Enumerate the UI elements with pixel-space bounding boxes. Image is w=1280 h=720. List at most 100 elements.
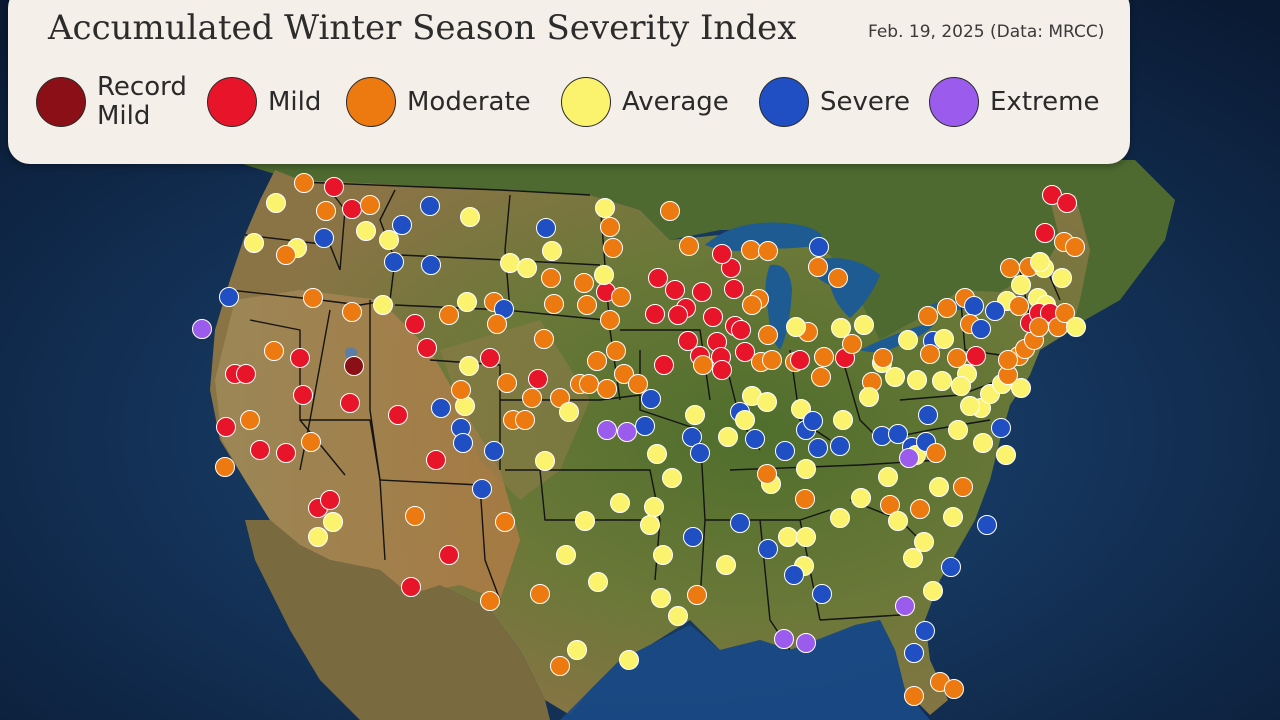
station-marker-average xyxy=(556,545,576,565)
station-marker-average xyxy=(831,318,851,338)
station-marker-moderate xyxy=(522,388,542,408)
station-marker-moderate xyxy=(405,506,425,526)
station-marker-average xyxy=(685,405,705,425)
station-marker-average xyxy=(778,527,798,547)
station-marker-severe xyxy=(392,215,412,235)
station-marker-average xyxy=(948,420,968,440)
gulf-of-mexico xyxy=(560,620,930,720)
map-date-source: Feb. 19, 2025 (Data: MRCC) xyxy=(868,22,1105,42)
station-marker-mild xyxy=(528,369,548,389)
station-marker-extreme xyxy=(617,422,637,442)
station-marker-severe xyxy=(915,621,935,641)
station-marker-average xyxy=(542,241,562,261)
station-marker-severe xyxy=(758,539,778,559)
station-marker-moderate xyxy=(614,364,634,384)
station-marker-record-mild xyxy=(344,356,364,376)
legend-label-average: Average xyxy=(622,86,729,117)
station-marker-average xyxy=(500,253,520,273)
station-marker-severe xyxy=(941,557,961,577)
station-marker-mild xyxy=(712,360,732,380)
station-marker-moderate xyxy=(758,241,778,261)
station-marker-moderate xyxy=(497,373,517,393)
station-marker-extreme xyxy=(774,629,794,649)
station-marker-moderate xyxy=(530,584,550,604)
station-marker-mild xyxy=(678,331,698,351)
station-marker-mild xyxy=(439,545,459,565)
station-marker-moderate xyxy=(451,380,471,400)
station-marker-mild xyxy=(724,279,744,299)
station-marker-extreme xyxy=(796,633,816,653)
station-marker-average xyxy=(929,477,949,497)
station-marker-moderate xyxy=(953,477,973,497)
station-marker-severe xyxy=(888,424,908,444)
station-marker-moderate xyxy=(303,288,323,308)
station-marker-moderate xyxy=(611,287,631,307)
western-arid-region xyxy=(215,290,520,600)
station-marker-extreme xyxy=(899,448,919,468)
legend-item-extreme: Extreme xyxy=(929,74,1099,130)
station-marker-severe xyxy=(421,255,441,275)
station-marker-moderate xyxy=(577,295,597,315)
station-marker-average xyxy=(619,650,639,670)
legend-label-mild: Mild xyxy=(268,86,322,117)
station-marker-average xyxy=(308,527,328,547)
station-marker-severe xyxy=(809,237,829,257)
station-marker-severe xyxy=(682,427,702,447)
station-marker-average xyxy=(830,508,850,528)
station-marker-severe xyxy=(690,443,710,463)
lake-huron xyxy=(808,258,880,318)
station-marker-mild xyxy=(276,443,296,463)
station-marker-average xyxy=(266,193,286,213)
station-marker-mild xyxy=(665,280,685,300)
station-marker-mild xyxy=(236,364,256,384)
station-marker-moderate xyxy=(480,591,500,611)
station-marker-average xyxy=(796,459,816,479)
station-marker-moderate xyxy=(541,268,561,288)
station-marker-average xyxy=(885,367,905,387)
station-marker-moderate xyxy=(742,295,762,315)
station-marker-severe xyxy=(431,398,451,418)
station-marker-average xyxy=(943,507,963,527)
station-marker-average xyxy=(460,207,480,227)
legend-item-moderate: Moderate xyxy=(346,74,531,130)
station-marker-severe xyxy=(784,565,804,585)
station-marker-mild xyxy=(320,490,340,510)
station-marker-moderate xyxy=(944,679,964,699)
station-marker-average xyxy=(718,427,738,447)
station-marker-moderate xyxy=(600,217,620,237)
legend-label-severe: Severe xyxy=(820,86,910,117)
station-marker-average xyxy=(757,392,777,412)
station-marker-mild xyxy=(966,346,986,366)
station-marker-moderate xyxy=(1000,258,1020,278)
station-marker-severe xyxy=(803,411,823,431)
station-marker-mild xyxy=(342,199,362,219)
station-marker-mild xyxy=(731,320,751,340)
station-marker-severe xyxy=(808,438,828,458)
station-marker-moderate xyxy=(920,344,940,364)
legend-swatch-record-mild xyxy=(36,77,86,127)
station-marker-average xyxy=(898,330,918,350)
station-marker-average xyxy=(735,410,755,430)
station-marker-moderate xyxy=(1055,303,1075,323)
station-marker-average xyxy=(932,371,952,391)
station-marker-severe xyxy=(964,296,984,316)
station-marker-mild xyxy=(340,393,360,413)
station-marker-average xyxy=(903,548,923,568)
station-marker-average xyxy=(356,221,376,241)
station-marker-extreme xyxy=(192,319,212,339)
station-marker-mild xyxy=(712,244,732,264)
station-marker-moderate xyxy=(574,273,594,293)
station-marker-moderate xyxy=(495,512,515,532)
station-marker-average xyxy=(575,511,595,531)
station-marker-mild xyxy=(1035,223,1055,243)
station-marker-severe xyxy=(775,441,795,461)
station-marker-average xyxy=(716,555,736,575)
station-marker-moderate xyxy=(550,656,570,676)
station-marker-severe xyxy=(918,405,938,425)
station-marker-average xyxy=(373,295,393,315)
station-marker-moderate xyxy=(811,367,831,387)
station-marker-average xyxy=(459,356,479,376)
station-marker-moderate xyxy=(587,351,607,371)
station-marker-mild xyxy=(645,304,665,324)
